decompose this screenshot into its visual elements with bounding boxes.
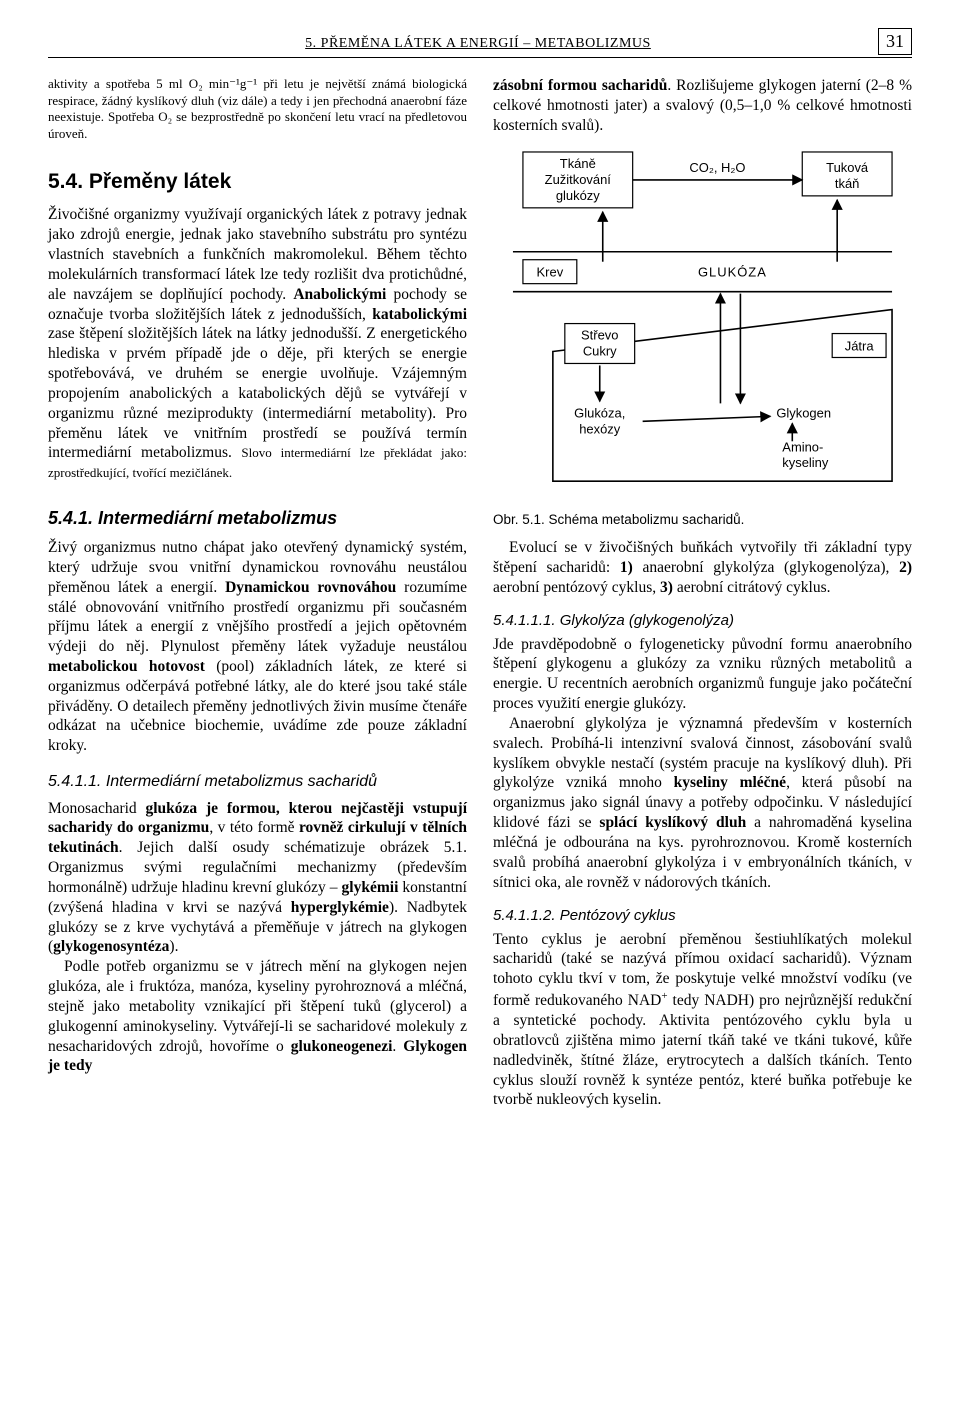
- svg-text:kyseliny: kyseliny: [782, 455, 829, 470]
- para-5-4-1-1-2: Tento cyklus je aerobní přeměnou šestiuh…: [493, 930, 912, 1111]
- page-header: 5. PŘEMĚNA LÁTEK A ENERGIÍ – METABOLIZMU…: [48, 28, 912, 58]
- para-evoluce: Evolucí se v živočišných buňkách vytvoři…: [493, 538, 912, 597]
- right-column: zásobní formou sacharidů. Rozlišujeme gl…: [493, 76, 912, 1110]
- intro-small-text: aktivity a spotřeba 5 ml O₂ min⁻¹g⁻¹ při…: [48, 76, 467, 143]
- heading-5-4-1-1-1: 5.4.1.1.1. Glykolýza (glykogenolýza): [493, 611, 912, 630]
- svg-text:tkáň: tkáň: [835, 175, 859, 190]
- svg-text:Tkáně: Tkáně: [560, 155, 596, 170]
- para-5-4-1-1a: Monosacharid glukóza je formou, kterou n…: [48, 799, 467, 958]
- metabolism-diagram: Tkáně Zužitkování glukózy Tuková tkáň CO…: [493, 142, 912, 501]
- svg-text:Játra: Játra: [845, 338, 875, 353]
- heading-5-4-1: 5.4.1. Intermediární metabolizmus: [48, 507, 467, 530]
- svg-text:Střevo: Střevo: [581, 327, 618, 342]
- figure-caption: Obr. 5.1. Schéma metabolizmu sacharidů.: [493, 511, 912, 528]
- heading-5-4-1-1: 5.4.1.1. Intermediární metabolizmus sach…: [48, 772, 467, 792]
- svg-text:Glykogen: Glykogen: [776, 405, 831, 420]
- para-5-4: Živočišné organizmy využívají organickýc…: [48, 205, 467, 483]
- right-top-para: zásobní formou sacharidů. Rozlišujeme gl…: [493, 76, 912, 135]
- content-columns: aktivity a spotřeba 5 ml O₂ min⁻¹g⁻¹ při…: [48, 76, 912, 1110]
- heading-5-4-1-1-2: 5.4.1.1.2. Pentózový cyklus: [493, 906, 912, 925]
- figure-5-1: Tkáně Zužitkování glukózy Tuková tkáň CO…: [493, 142, 912, 528]
- para-5-4-1-1-1a: Jde pravděpodobně o fylogeneticky původn…: [493, 635, 912, 714]
- svg-text:CO₂, H₂O: CO₂, H₂O: [689, 159, 745, 174]
- svg-text:Cukry: Cukry: [583, 343, 617, 358]
- svg-text:hexózy: hexózy: [579, 421, 621, 436]
- para-5-4-1-1-1b: Anaerobní glykolýza je významná předevší…: [493, 714, 912, 892]
- svg-text:Tuková: Tuková: [826, 159, 869, 174]
- para-5-4-1-1b: Podle potřeb organizmu se v játrech mění…: [48, 957, 467, 1076]
- section-title: 5. PŘEMĚNA LÁTEK A ENERGIÍ – METABOLIZMU…: [70, 35, 886, 53]
- svg-text:Krev: Krev: [537, 264, 564, 279]
- svg-text:Amino-: Amino-: [782, 439, 823, 454]
- svg-text:Glukóza,: Glukóza,: [574, 405, 625, 420]
- svg-text:Zužitkování: Zužitkování: [545, 171, 612, 186]
- para-5-4-1: Živý organizmus nutno chápat jako otevře…: [48, 538, 467, 756]
- heading-5-4: 5.4. Přeměny látek: [48, 169, 467, 196]
- svg-text:glukózy: glukózy: [556, 187, 600, 202]
- svg-text:GLUKÓZA: GLUKÓZA: [698, 264, 767, 279]
- left-column: aktivity a spotřeba 5 ml O₂ min⁻¹g⁻¹ při…: [48, 76, 467, 1110]
